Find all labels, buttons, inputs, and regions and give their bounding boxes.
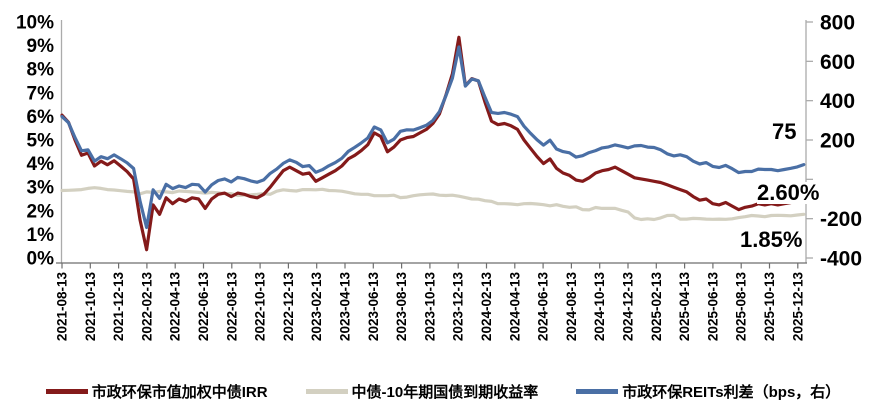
- series-line-0: [60, 35, 806, 252]
- x-axis-tick-label: 2022-08-13: [224, 272, 239, 342]
- x-axis-tick-label: 2023-04-13: [338, 272, 353, 342]
- annotation-latest-irr: 2.60%: [757, 180, 820, 205]
- left-axis-tick-label: 2%: [27, 201, 55, 222]
- legend-label-spread: 市政环保REITs利差（bps，右）: [622, 383, 841, 401]
- right-axis-tick-label: -200: [820, 208, 862, 231]
- left-axis-tick-label: 5%: [27, 131, 55, 152]
- series-line-1: [60, 186, 806, 222]
- x-axis-tick-label: 2023-10-13: [422, 272, 437, 342]
- x-axis-tick-label: 2025-02-13: [649, 272, 664, 342]
- series-line-2: [60, 45, 806, 230]
- right-axis-tick-label: 200: [820, 130, 855, 153]
- chart-legend: 市政环保市值加权中债IRR 中债-10年期国债到期收益率 市政环保REITs利差…: [0, 378, 886, 404]
- left-axis-tick-label: 7%: [27, 83, 55, 104]
- x-axis-tick-label: 2022-10-13: [253, 272, 268, 342]
- x-axis-tick-label: 2023-08-13: [394, 272, 409, 342]
- x-axis-tick-label: 2025-10-13: [762, 272, 777, 342]
- x-axis-tick-label: 2025-06-13: [705, 272, 720, 342]
- legend-line-spread-icon: [576, 388, 619, 394]
- x-axis-tick-label: 2023-12-13: [451, 272, 466, 342]
- legend-line-treasury-icon: [305, 388, 348, 394]
- x-axis-tick-label: 2021-12-13: [111, 272, 126, 342]
- x-axis-tick-label: 2022-04-13: [168, 272, 183, 342]
- x-axis-tick-label: 2022-12-13: [281, 272, 296, 342]
- x-axis-tick-label: 2021-10-13: [83, 272, 98, 342]
- left-axis-tick-label: 9%: [27, 36, 55, 57]
- legend-label-treasury: 中债-10年期国债到期收益率: [351, 383, 539, 401]
- x-axis-tick-label: 2024-10-13: [592, 272, 607, 342]
- legend-item-spread: 市政环保REITs利差（bps，右）: [576, 381, 840, 402]
- x-axis-tick-label: 2022-02-13: [139, 272, 154, 342]
- right-axis-tick-label: 600: [820, 51, 855, 74]
- x-axis-tick-label: 2023-06-13: [366, 272, 381, 342]
- legend-item-irr: 市政环保市值加权中债IRR: [45, 381, 268, 402]
- x-axis-tick-label: 2024-08-13: [564, 272, 579, 342]
- right-axis-tick-label: -400: [820, 248, 862, 271]
- left-axis-tick-label: 3%: [27, 178, 55, 199]
- x-axis-tick-label: 2024-12-13: [621, 272, 636, 342]
- left-axis-tick-label: 1%: [27, 225, 55, 246]
- right-axis-tick-label: 800: [820, 12, 855, 35]
- legend-label-irr: 市政环保市值加权中债IRR: [91, 383, 268, 401]
- right-axis-tick-label: 400: [820, 90, 855, 113]
- x-axis-tick-label: 2025-04-13: [677, 272, 692, 342]
- left-axis-tick-label: 4%: [27, 154, 55, 175]
- annotation-latest-spread: 75: [772, 119, 797, 144]
- x-axis-tick-label: 2024-04-13: [507, 272, 522, 342]
- x-axis-tick-label: 2023-02-13: [309, 272, 324, 342]
- left-axis-tick-label: 8%: [27, 60, 55, 81]
- x-axis-tick-label: 2025-12-13: [790, 272, 805, 342]
- x-axis-tick-label: 2021-08-13: [55, 272, 70, 342]
- x-axis-tick-label: 2025-08-13: [734, 272, 749, 342]
- x-axis-tick-label: 2022-06-13: [196, 272, 211, 342]
- legend-item-treasury: 中债-10年期国债到期收益率: [305, 381, 539, 402]
- left-axis-tick-label: 6%: [27, 107, 55, 128]
- left-axis-tick-label: 10%: [16, 13, 54, 34]
- x-axis-tick-label: 2024-06-13: [536, 272, 551, 342]
- annotation-latest-treasury-yield: 1.85%: [740, 227, 803, 252]
- left-axis-tick-label: 0%: [27, 249, 55, 270]
- legend-line-irr-icon: [45, 388, 88, 394]
- x-axis-tick-label: 2024-02-13: [479, 272, 494, 342]
